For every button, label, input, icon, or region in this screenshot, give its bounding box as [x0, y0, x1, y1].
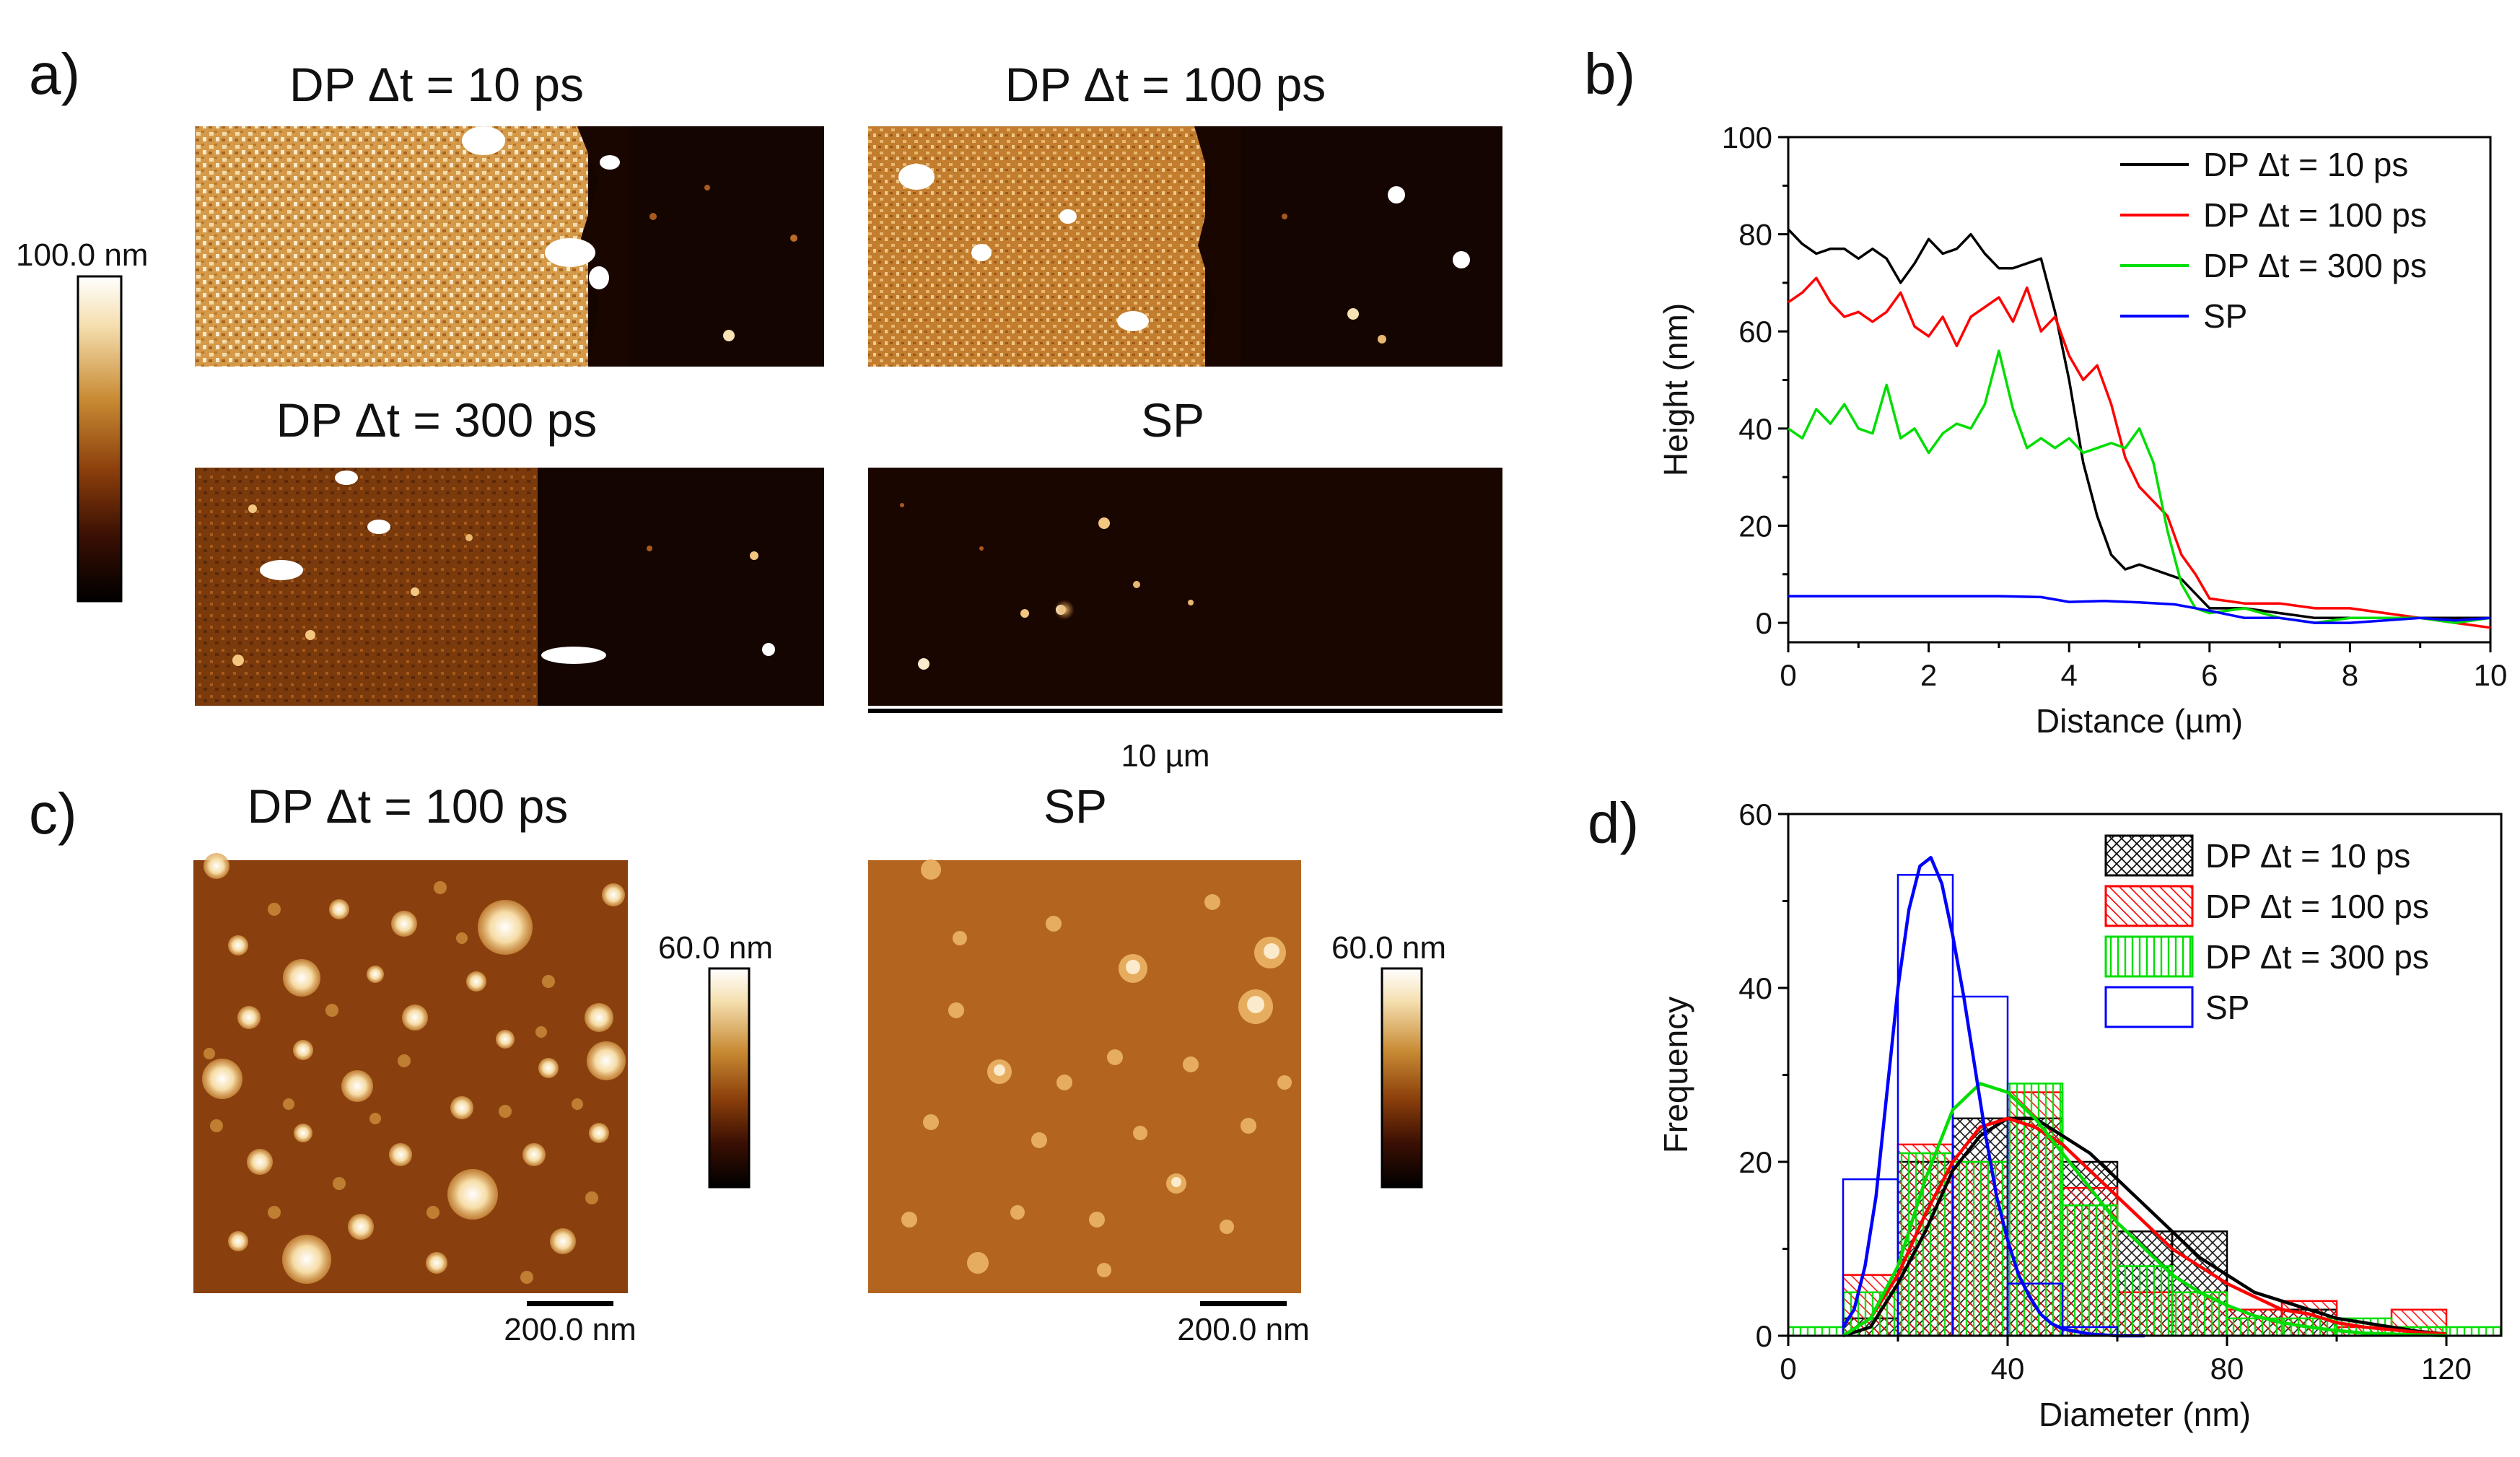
x-axis-title: Distance (µm): [2036, 702, 2243, 740]
legend-label-1: DP Δt = 100 ps: [2205, 888, 2429, 925]
afm-title-dp-300ps: DP Δt = 300 ps: [276, 393, 598, 447]
legend-label-1: DP Δt = 100 ps: [2203, 196, 2427, 234]
x-tick-label: 8: [2342, 658, 2358, 692]
x-tick-label: 0: [1780, 658, 1796, 692]
panel-a-colorbar-label: 100.0 nm: [16, 237, 148, 273]
legend-label-2: DP Δt = 300 ps: [2205, 938, 2429, 976]
afm-image-dp-10ps: DP Δt = 10 ps: [195, 58, 824, 367]
colorbar-c-dp-100ps: 60.0 nm: [658, 930, 773, 1189]
fit-curve-3: [1842, 856, 2145, 1338]
panel-a-scale-label: 10 µm: [1121, 738, 1209, 774]
series-line-3: [1788, 595, 2491, 624]
x-tick-label: 40: [1991, 1352, 2025, 1386]
legend-label-2: DP Δt = 300 ps: [2203, 247, 2427, 284]
series-line-0: [1787, 228, 2490, 620]
x-tick-label: 2: [1920, 658, 1937, 692]
afm-title-dp-10ps: DP Δt = 10 ps: [289, 58, 584, 111]
histogram-bar-2: [1951, 1160, 2009, 1337]
x-tick-label: 6: [2201, 658, 2218, 692]
panel-a-scale-bar: 10 µm: [868, 709, 1502, 774]
panel-a-letter: a): [29, 42, 80, 106]
histogram-bar-2: [2171, 1291, 2228, 1337]
scale-label-c-sp: 200.0 nm: [1177, 1312, 1309, 1347]
legend-label-3: SP: [2205, 989, 2249, 1026]
fit-curve-0: [1842, 1116, 2447, 1338]
y-tick-label: 20: [1738, 509, 1772, 543]
y-tick-label: 100: [1722, 121, 1772, 154]
x-tick-label: 10: [2474, 658, 2508, 692]
histogram-bar-2: [2061, 1204, 2119, 1337]
y-tick-label: 0: [1756, 1319, 1772, 1353]
afm-image-c-sp: SP 200.0 nm: [868, 779, 1310, 1347]
series-line-2: [1788, 349, 2491, 624]
panel-b-letter: b): [1584, 42, 1635, 106]
legend-swatch-1: [2104, 885, 2194, 927]
afm-title-sp: SP: [1141, 393, 1204, 447]
x-axis-title: Diameter (nm): [2039, 1396, 2251, 1433]
y-tick-label: 60: [1738, 797, 1772, 831]
y-tick-label: 40: [1738, 971, 1772, 1005]
y-tick-label: 40: [1738, 412, 1772, 446]
afm-title-c-sp: SP: [1044, 779, 1107, 833]
afm-title-dp-100ps: DP Δt = 100 ps: [1005, 58, 1326, 111]
x-tick-label: 0: [1780, 1352, 1796, 1386]
legend-label-3: SP: [2203, 297, 2247, 335]
legend-swatch-0: [2104, 834, 2194, 877]
y-axis-title: Height (nm): [1657, 303, 1694, 476]
legend-label-0: DP Δt = 10 ps: [2203, 146, 2408, 183]
afm-image-sp: [868, 468, 1502, 706]
colorbar-label-c-dp-100ps: 60.0 nm: [658, 930, 773, 966]
x-tick-label: 4: [2061, 658, 2078, 692]
scale-label-c-dp-100ps: 200.0 nm: [504, 1312, 636, 1347]
legend-swatch-2: [2104, 935, 2194, 978]
colorbar-label-c-sp: 60.0 nm: [1331, 930, 1446, 966]
diameter-histogram-chart: 0 40 80 120 0 20 40 60 Diameter (nm) Frequency DP …: [1657, 797, 2503, 1433]
panel-d-letter: d): [1588, 791, 1639, 855]
afm-title-c-dp-100ps: DP Δt = 100 ps: [248, 779, 569, 833]
afm-image-dp-100ps: DP Δt = 100 ps: [868, 58, 1502, 367]
x-tick-label: 120: [2421, 1352, 2472, 1386]
afm-image-dp-300ps: [195, 468, 824, 706]
fit-curve-1: [1842, 1116, 2447, 1337]
y-tick-label: 80: [1738, 218, 1772, 252]
y-tick-label: 0: [1756, 606, 1772, 640]
panel-c-letter: c): [29, 782, 77, 846]
fit-curve-2: [1842, 1082, 2447, 1338]
afm-image-c-dp-100ps: DP Δt = 100 ps 200.0 nm: [193, 779, 636, 1347]
y-axis-title: Frequency: [1657, 997, 1694, 1153]
series-line-1: [1788, 276, 2491, 629]
panel-a-colorbar: 100.0 nm: [16, 237, 148, 603]
y-tick-label: 20: [1738, 1145, 1772, 1179]
x-tick-label: 80: [2210, 1352, 2244, 1386]
colorbar-c-sp: 60.0 nm: [1331, 930, 1446, 1189]
histogram-bar-2: [1787, 1326, 1845, 1337]
y-tick-label: 60: [1738, 315, 1772, 349]
histogram-bar-2: [2116, 1265, 2174, 1337]
legend-swatch-3: [2104, 986, 2194, 1028]
histogram-bar-2: [2445, 1326, 2503, 1337]
legend-label-0: DP Δt = 10 ps: [2205, 837, 2410, 875]
